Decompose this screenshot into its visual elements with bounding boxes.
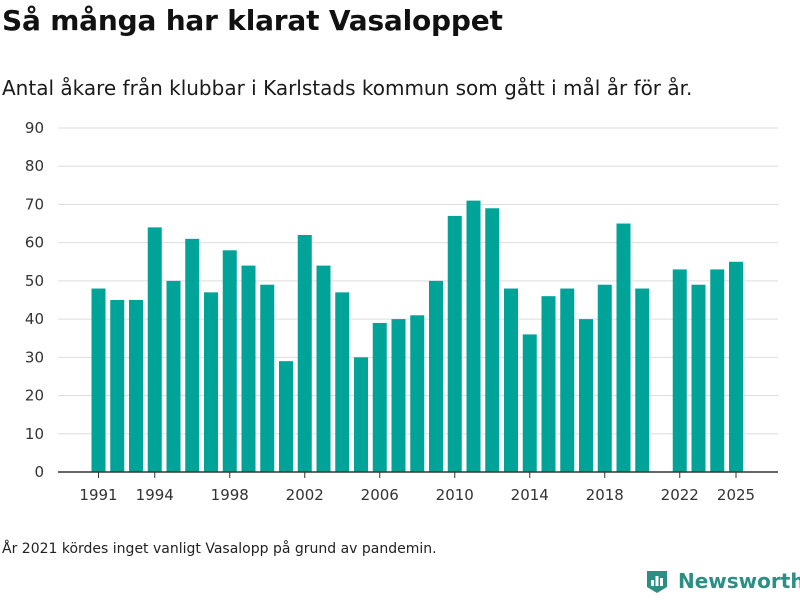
x-tick-label-2018: 2018 [586,486,624,504]
y-tick-label-50: 50 [25,272,44,290]
bar-1999 [241,265,256,472]
bar-2000 [260,284,275,472]
x-tick-label-2014: 2014 [511,486,549,504]
x-tick-label-2022: 2022 [661,486,699,504]
bar-2008 [410,315,425,472]
brand-name: Newsworthy [678,569,800,593]
bar-2022 [672,269,687,472]
x-tick-label-1994: 1994 [136,486,174,504]
bar-2010 [447,215,462,472]
y-tick-label-0: 0 [34,463,44,481]
chart-title: Så många har klarat Vasaloppet [2,4,503,37]
bar-2006 [372,322,387,472]
footnote: År 2021 kördes inget vanligt Vasalopp på… [2,541,437,557]
y-tick-label-40: 40 [25,310,44,328]
bar-2019 [616,223,631,472]
brand-logo: Newsworthy [644,568,800,594]
bar-2004 [335,292,350,472]
bar-2017 [579,319,593,472]
bar-1995 [166,280,181,472]
x-tick-label-2010: 2010 [436,486,474,504]
bar-2011 [466,200,481,472]
bar-1991 [91,288,106,472]
bar-2013 [504,288,518,472]
y-tick-label-60: 60 [25,234,44,252]
bar-2023 [691,284,706,472]
x-tick-label-2025: 2025 [717,486,755,504]
x-axis: 1991 1994 1998 2002 2006 2010 2014 2018 2022 2025 [58,471,778,504]
y-tick-label-10: 10 [25,425,44,443]
x-tick-label-2006: 2006 [361,486,399,504]
y-tick-label-80: 80 [25,157,44,175]
bar-1994 [147,227,162,472]
bar-2007 [391,319,406,472]
y-axis-tick-labels: 0 10 20 30 40 50 60 70 80 90 [25,119,44,481]
bar-2015 [541,296,556,472]
x-tick-label-1991: 1991 [79,486,117,504]
chart-subtitle: Antal åkare från klubbar i Karlstads kom… [2,76,693,100]
y-tick-label-30: 30 [25,348,44,366]
bar-1997 [204,292,218,472]
bar-1996 [185,238,200,472]
newsworthy-icon [647,571,667,593]
bar-2018 [597,284,612,472]
bar-1992 [110,300,125,472]
x-tick-label-1998: 1998 [211,486,249,504]
bar-2002 [297,235,312,472]
bar-chart: 0 10 20 30 40 50 60 70 80 90 1991 1994 1998 2002 2006… [25,119,778,504]
bar-2003 [316,265,331,472]
bar-2020 [635,288,650,472]
bar-2014 [522,334,537,472]
y-tick-label-90: 90 [25,119,44,137]
bar-1993 [129,300,143,472]
bar-2009 [429,280,443,472]
bar-2001 [279,361,293,472]
x-tick-label-2002: 2002 [286,486,324,504]
bars [91,200,743,472]
y-tick-label-20: 20 [25,387,44,405]
bar-2005 [354,357,368,472]
bar-2024 [710,269,725,472]
bar-2025 [729,261,743,472]
y-tick-label-70: 70 [25,195,44,213]
bar-1998 [222,250,237,472]
bar-2016 [560,288,575,472]
bar-2012 [485,208,500,472]
